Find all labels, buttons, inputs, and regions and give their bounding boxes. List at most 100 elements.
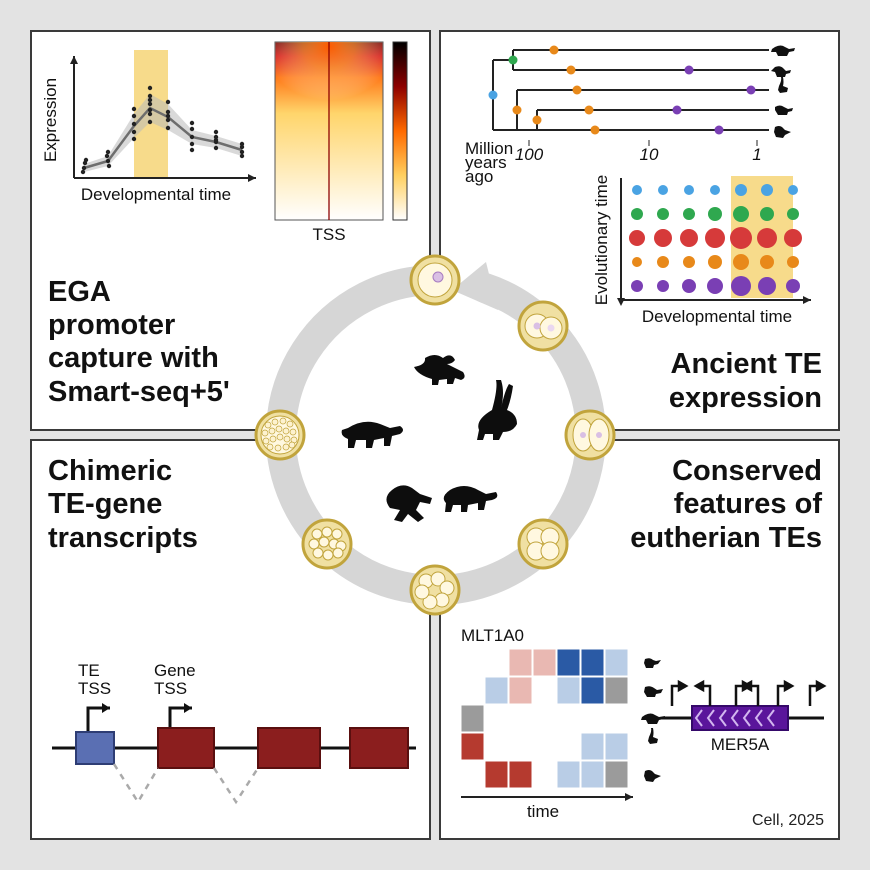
te-tss-l2: TSS — [78, 679, 111, 698]
title-line: transcripts — [48, 522, 198, 554]
heat-cell — [557, 733, 580, 760]
heat-cell — [533, 705, 556, 732]
heat-cell — [557, 761, 580, 788]
heat-cell — [533, 733, 556, 760]
heat-cell — [509, 705, 532, 732]
heat-cell — [581, 733, 604, 760]
title-line: Ancient TE — [671, 348, 822, 380]
heat-cell — [557, 705, 580, 732]
panel-title: EGA promoter capture with Smart-seq+5' — [48, 276, 230, 409]
monkey-icon — [774, 126, 791, 138]
tree-species-icons — [771, 46, 795, 139]
dot-ylabel: Evolutionary time — [592, 175, 611, 305]
ylabel: Expression — [41, 78, 60, 162]
monkey-icon — [644, 770, 661, 782]
exon-3 — [350, 728, 408, 768]
tss-label: TSS — [312, 225, 345, 244]
gene-tss-l1: Gene — [154, 661, 196, 680]
tick-100: 100 — [515, 145, 544, 164]
heat-cell — [557, 649, 580, 676]
heat-cell — [581, 649, 604, 676]
title-line: features of — [674, 488, 822, 520]
heat-cell — [461, 649, 484, 676]
title-line: eutherian TEs — [630, 522, 822, 554]
expression-chart: Developmental time Expression — [42, 44, 272, 219]
heat-cell — [581, 761, 604, 788]
title-line: capture with — [48, 342, 219, 374]
tick-1: 1 — [752, 145, 761, 164]
heat-cell — [485, 705, 508, 732]
te-tss-l1: TE — [78, 661, 100, 680]
panel-title: Chimeric TE-gene transcripts — [48, 455, 198, 555]
heat-cell — [461, 761, 484, 788]
heat-title: MLT1A0 — [461, 626, 524, 645]
heat-cell — [485, 677, 508, 704]
mer5a-promoters — [672, 682, 824, 706]
heat-cell — [581, 677, 604, 704]
panel-chimeric: Chimeric TE-gene transcripts TE TSS Gene… — [30, 439, 431, 840]
heat-cell — [485, 649, 508, 676]
heat-cell — [605, 761, 628, 788]
y-axis-arrow — [70, 56, 78, 64]
figure-frame: Developmental time Expression — [0, 0, 870, 870]
mya-3: ago — [465, 167, 493, 186]
heat-cell — [557, 677, 580, 704]
x-axis-arrow — [248, 174, 256, 182]
heat-cell — [533, 649, 556, 676]
heat-cell — [605, 677, 628, 704]
title-line: Conserved — [672, 455, 822, 487]
title-line: TE-gene — [48, 488, 162, 520]
heat-cell — [605, 733, 628, 760]
title-line: expression — [669, 382, 822, 414]
heat-cell — [605, 705, 628, 732]
rabbit-icon — [648, 728, 658, 744]
splice-lines — [114, 764, 258, 802]
title-line: EGA — [48, 276, 111, 308]
mlt1a0-heatmap: MLT1A0 time — [455, 625, 685, 830]
panel-ancient: 100 10 1 Million years ago — [439, 30, 840, 431]
heat-cell — [605, 649, 628, 676]
heat-cell — [533, 761, 556, 788]
heat-cell — [509, 649, 532, 676]
mer5a-box — [692, 706, 788, 730]
heat-cell — [485, 733, 508, 760]
heat-cell — [461, 733, 484, 760]
heat-cell — [509, 733, 532, 760]
colorbar — [393, 42, 407, 220]
heat-cell — [533, 677, 556, 704]
title-line: promoter — [48, 309, 175, 341]
heat-cell — [485, 761, 508, 788]
gene-model: TE TSS Gene TSS — [44, 652, 424, 832]
panel-title: Conserved features of eutherian TEs — [630, 455, 822, 555]
xlabel: Developmental time — [81, 185, 231, 204]
cow-icon — [771, 46, 795, 57]
panel-title: Ancient TE expression — [669, 348, 822, 415]
panel-ega: Developmental time Expression — [30, 30, 431, 431]
phylogeny: 100 10 1 Million years ago — [459, 42, 829, 177]
heat-xlabel: time — [527, 802, 559, 821]
exon-1 — [158, 728, 214, 768]
mer5a-label: MER5A — [711, 735, 770, 754]
heat-cell — [509, 761, 532, 788]
exon-2 — [258, 728, 320, 768]
mouse-icon — [775, 106, 793, 116]
tick-10: 10 — [640, 145, 659, 164]
mouse-icon — [644, 658, 661, 668]
heat-cell — [461, 705, 484, 732]
rabbit-icon — [778, 77, 788, 93]
dot-matrix: Developmental time Evolutionary time — [599, 170, 824, 345]
panel-grid: Developmental time Expression — [30, 30, 840, 840]
te-exon — [76, 732, 114, 764]
heat-cell — [581, 705, 604, 732]
heat-cell — [509, 677, 532, 704]
citation: Cell, 2025 — [752, 812, 824, 830]
heat-cells — [461, 649, 628, 788]
dot-xlabel: Developmental time — [642, 307, 792, 326]
tss-heatmap: TSS — [275, 42, 415, 247]
pig-icon — [771, 66, 791, 77]
gene-tss-l2: TSS — [154, 679, 187, 698]
title-line: Smart-seq+5' — [48, 376, 230, 408]
title-line: Chimeric — [48, 455, 172, 487]
mer5a-diagram: MER5A — [658, 668, 828, 768]
heat-cell — [461, 677, 484, 704]
